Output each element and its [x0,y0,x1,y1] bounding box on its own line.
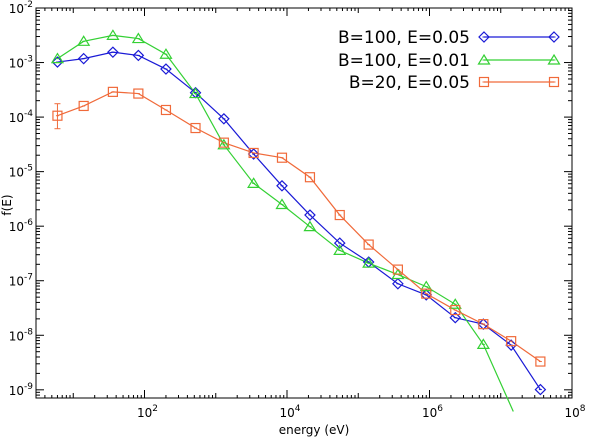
data-point-square [421,288,432,299]
plot-frame [35,7,573,399]
y-tick-label: 10-7 [9,273,33,289]
data-point-diamond [276,179,288,192]
data-point-diamond [478,31,490,43]
legend-label-square: B=20, E=0.05 [349,73,470,93]
data-point-square [160,104,172,116]
data-point-square [107,86,118,97]
data-point-triangle [159,48,173,59]
x-tick-label: 108 [564,404,585,420]
data-point-triangle [106,29,120,40]
y-tick-label: 10-3 [9,55,33,71]
legend-label-triangle: B=100, E=0.01 [338,51,470,71]
y-axis-label: f(E) [0,194,14,215]
data-point-square [334,209,345,221]
data-point-triangle [217,138,231,150]
x-tick-label: 102 [137,404,158,420]
data-point-diamond [392,277,404,290]
data-point-diamond [218,112,230,125]
data-point-triangle [362,257,376,268]
data-point-square [392,264,403,275]
data-point-diamond [132,49,145,62]
legend-label-diamond: B=100, E=0.05 [338,28,470,48]
data-point-triangle [547,53,561,65]
data-point-triangle [275,198,289,210]
data-point-diamond [420,289,433,301]
data-point-square [478,319,489,330]
legend: B=100, E=0.05 B=100, E=0.01B=20, E=0.05 [338,28,561,93]
data-point-triangle [333,244,347,255]
data-point-square [450,304,461,316]
data-point-triangle [50,52,65,64]
data-point-square [133,88,144,99]
y-tick-label: 10-8 [9,327,34,343]
data-point-diamond [449,311,462,324]
series-line-diamond [57,51,541,390]
data-point-square [478,76,490,88]
data-point-square [218,137,229,148]
data-point-triangle [131,32,145,44]
data-point-diamond [534,383,547,396]
data-point-square [506,336,517,347]
data-point-diamond [304,209,316,221]
y-tick-label: 10-2 [9,0,33,16]
axis-ticks: 102 104 106 108 10-2 10-3 10-4 10-5 10-6 10-7 10-8… [9,0,586,420]
data-point-diamond [51,56,64,68]
data-point-diamond [107,46,119,59]
data-point-square [535,356,546,367]
x-axis-label: energy (eV) [279,423,350,437]
data-point-diamond [247,148,260,160]
data-point-square [78,100,89,112]
series-path [57,51,541,390]
y-tick-label: 10-4 [9,109,34,125]
data-point-square [276,152,288,163]
data-point-square [363,239,374,250]
data-point-triangle [247,177,261,188]
data-point-diamond [505,339,518,351]
x-tick-label: 106 [422,404,443,420]
data-point-triangle [77,35,91,46]
data-point-square [190,122,201,134]
data-point-square [304,172,316,183]
data-point-diamond [160,63,172,75]
data-point-triangle [448,298,462,309]
x-tick-label: 104 [279,404,300,420]
data-point-triangle [419,280,433,292]
data-point-triangle [476,338,490,350]
series-markers [50,29,547,396]
y-tick-label: 10-6 [9,218,34,234]
data-point-triangle [477,53,491,65]
y-tick-label: 10-9 [9,382,34,398]
data-point-diamond [333,237,346,249]
data-point-triangle [188,87,203,99]
data-point-diamond [77,52,90,65]
data-point-diamond [548,31,560,43]
y-tick-label: 10-5 [9,164,33,180]
data-point-square [248,147,259,159]
data-point-square [548,76,560,88]
data-point-triangle [303,220,317,232]
